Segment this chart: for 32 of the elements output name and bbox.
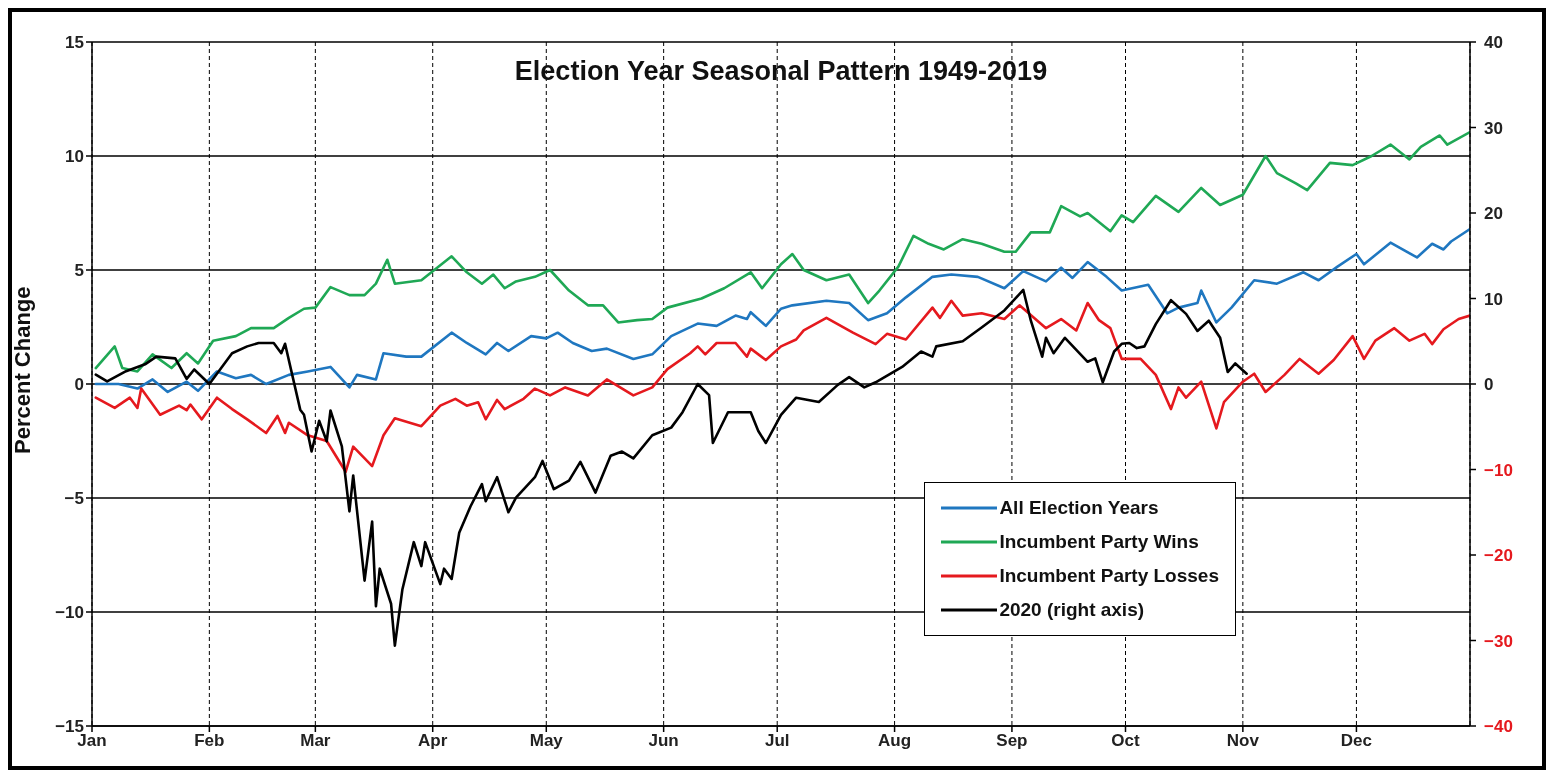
x-tick-label: Dec (1340, 731, 1373, 751)
y-tick-label: −10 (55, 603, 84, 623)
x-tick-label: Nov (1226, 731, 1260, 751)
x-tick-label: Jun (648, 731, 679, 751)
y-tick-label: −5 (64, 489, 84, 509)
x-tick-label: Jul (764, 731, 790, 751)
x-tick-label: May (529, 731, 564, 751)
x-tick-label: Aug (878, 731, 912, 751)
y2-tick-label: 20 (1484, 204, 1503, 223)
y2-tick-label: 0 (1484, 375, 1494, 394)
y-tick-label: 10 (65, 147, 84, 167)
y2-tick-label: 30 (1484, 118, 1503, 138)
text: Election Year Seasonal Pattern 1949-2019 (513, 56, 1049, 87)
y2-tick-label: −30 (1484, 631, 1513, 651)
x-tick-label: Mar (300, 731, 331, 751)
legend-label: All Election Years (999, 497, 1159, 519)
x-tick-label: Apr (418, 731, 448, 751)
y-tick-label: 15 (65, 33, 84, 53)
x-tick-label: Sep (996, 731, 1028, 751)
y-tick-label: 5 (74, 261, 84, 281)
x-tick-label: Oct (1111, 731, 1141, 751)
legend-label: 2020 (right axis) (999, 599, 1145, 621)
y-tick-label: 0 (74, 375, 84, 395)
y2-tick-label: 10 (1484, 289, 1503, 309)
y2-tick-label: −20 (1484, 546, 1513, 565)
x-tick-label: Feb (194, 731, 225, 751)
y2-tick-label: 40 (1484, 33, 1503, 52)
y2-tick-label: −10 (1484, 460, 1513, 480)
legend-label: Incumbent Party Losses (999, 565, 1219, 587)
legend-label: Incumbent Party Wins (999, 531, 1199, 553)
y-axis-title: Percent Change (9, 286, 35, 454)
y2-tick-label: −40 (1484, 717, 1513, 736)
